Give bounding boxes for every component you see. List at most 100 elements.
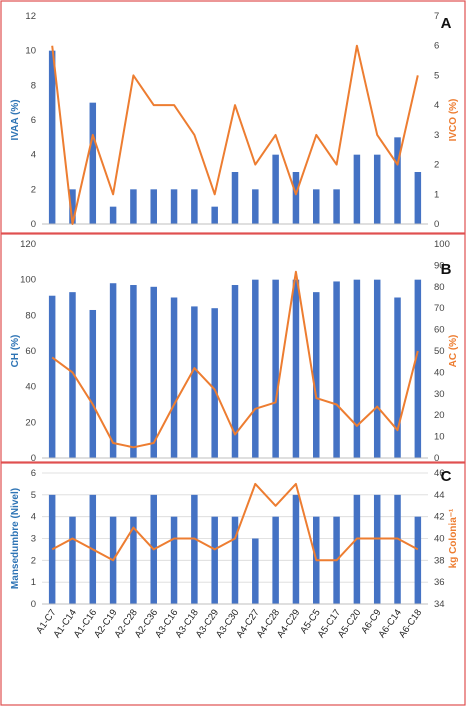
- bar: [211, 206, 218, 224]
- y-tick-label: 4: [31, 150, 36, 161]
- bar: [414, 516, 422, 604]
- y-tick-label: 0: [31, 219, 36, 230]
- y-tick-label: 120: [20, 239, 36, 250]
- y-axis-label: CH (%): [10, 335, 21, 368]
- bar: [394, 494, 401, 604]
- y2-tick-label: 0: [434, 453, 439, 464]
- y2-axis-label: kg Colonia⁻¹: [448, 508, 459, 568]
- y-tick-label: 12: [25, 11, 36, 22]
- y2-tick-label: 42: [434, 512, 445, 523]
- y-tick-label: 100: [20, 275, 36, 286]
- y2-tick-label: 10: [434, 432, 445, 443]
- bar: [353, 494, 361, 604]
- bar: [231, 172, 239, 224]
- bar: [292, 279, 300, 458]
- y2-tick-label: 4: [434, 100, 439, 111]
- y-tick-label: 8: [31, 80, 36, 91]
- y2-tick-label: 44: [434, 490, 445, 501]
- bar: [191, 189, 198, 224]
- y-tick-label: 60: [25, 346, 36, 357]
- y-tick-label: 20: [25, 417, 36, 428]
- bar: [109, 206, 117, 224]
- y2-tick-label: 0: [434, 219, 439, 230]
- y2-tick-label: 40: [434, 534, 445, 545]
- bar: [231, 285, 239, 458]
- chart-panel-b: 0 20 40 60 80 100 120 0 10 20 30 40 50 60 70 80 90 100 CH …: [0, 233, 466, 464]
- bar: [130, 285, 137, 458]
- bar: [252, 538, 259, 604]
- panel-letter: B: [441, 261, 452, 278]
- bar: [170, 297, 178, 458]
- y-tick-label: 2: [31, 184, 36, 195]
- bar: [48, 295, 56, 458]
- y-tick-label: 4: [31, 512, 36, 523]
- y2-tick-label: 3: [434, 130, 439, 141]
- bar: [272, 154, 279, 224]
- bar: [150, 189, 157, 224]
- y2-tick-label: 40: [434, 367, 445, 378]
- y-tick-label: 1: [31, 577, 36, 588]
- y2-tick-label: 60: [434, 325, 445, 336]
- panel-border: [0, 0, 466, 234]
- y2-tick-label: 5: [434, 70, 439, 81]
- bar: [69, 189, 76, 224]
- series-line: [51, 270, 419, 449]
- y-tick-label: 6: [31, 115, 36, 126]
- bar: [292, 172, 300, 224]
- bar: [109, 283, 117, 458]
- y2-tick-label: 7: [434, 11, 439, 22]
- bar: [89, 102, 97, 224]
- y2-tick-label: 100: [434, 239, 450, 250]
- bar: [353, 154, 361, 224]
- y-tick-label: 5: [31, 490, 36, 501]
- bar: [394, 137, 401, 224]
- bar: [272, 516, 279, 604]
- y2-tick-label: 46: [434, 468, 445, 479]
- y-tick-label: 80: [25, 310, 36, 321]
- bar: [414, 172, 422, 224]
- bar: [211, 516, 218, 604]
- panel-letter: A: [441, 15, 452, 32]
- bar: [211, 308, 218, 458]
- bar: [272, 279, 279, 458]
- y2-axis-label: IVCO (%): [448, 99, 459, 142]
- y2-tick-label: 80: [434, 282, 445, 293]
- panel-letter: C: [441, 468, 452, 485]
- bar: [292, 494, 300, 604]
- y2-tick-label: 90: [434, 260, 445, 271]
- bar: [231, 516, 239, 604]
- bar: [414, 279, 422, 458]
- bar: [89, 309, 97, 458]
- y2-tick-label: 2: [434, 160, 439, 171]
- bar: [130, 516, 137, 604]
- y2-tick-label: 70: [434, 303, 445, 314]
- bar: [48, 494, 56, 604]
- bar: [191, 306, 198, 458]
- series-line: [51, 44, 419, 225]
- bar: [48, 50, 56, 224]
- bar: [333, 189, 340, 224]
- y2-tick-label: 20: [434, 410, 445, 421]
- bar: [170, 516, 178, 604]
- panel-border: [0, 233, 466, 463]
- y-tick-label: 10: [25, 46, 36, 57]
- y-tick-label: 0: [31, 453, 36, 464]
- bar: [353, 279, 361, 458]
- bar: [394, 297, 401, 458]
- series-line: [51, 482, 419, 562]
- y-axis-label: Mansedumbre (Nivel): [10, 488, 21, 589]
- bar: [130, 189, 137, 224]
- y-tick-label: 6: [31, 468, 36, 479]
- y2-tick-label: 30: [434, 389, 445, 400]
- y2-tick-label: 36: [434, 577, 445, 588]
- bar: [313, 189, 320, 224]
- y2-tick-label: 50: [434, 346, 445, 357]
- y2-tick-label: 38: [434, 555, 445, 566]
- bar: [69, 516, 76, 604]
- bar: [191, 494, 198, 604]
- bar: [373, 494, 381, 604]
- bar: [69, 292, 76, 458]
